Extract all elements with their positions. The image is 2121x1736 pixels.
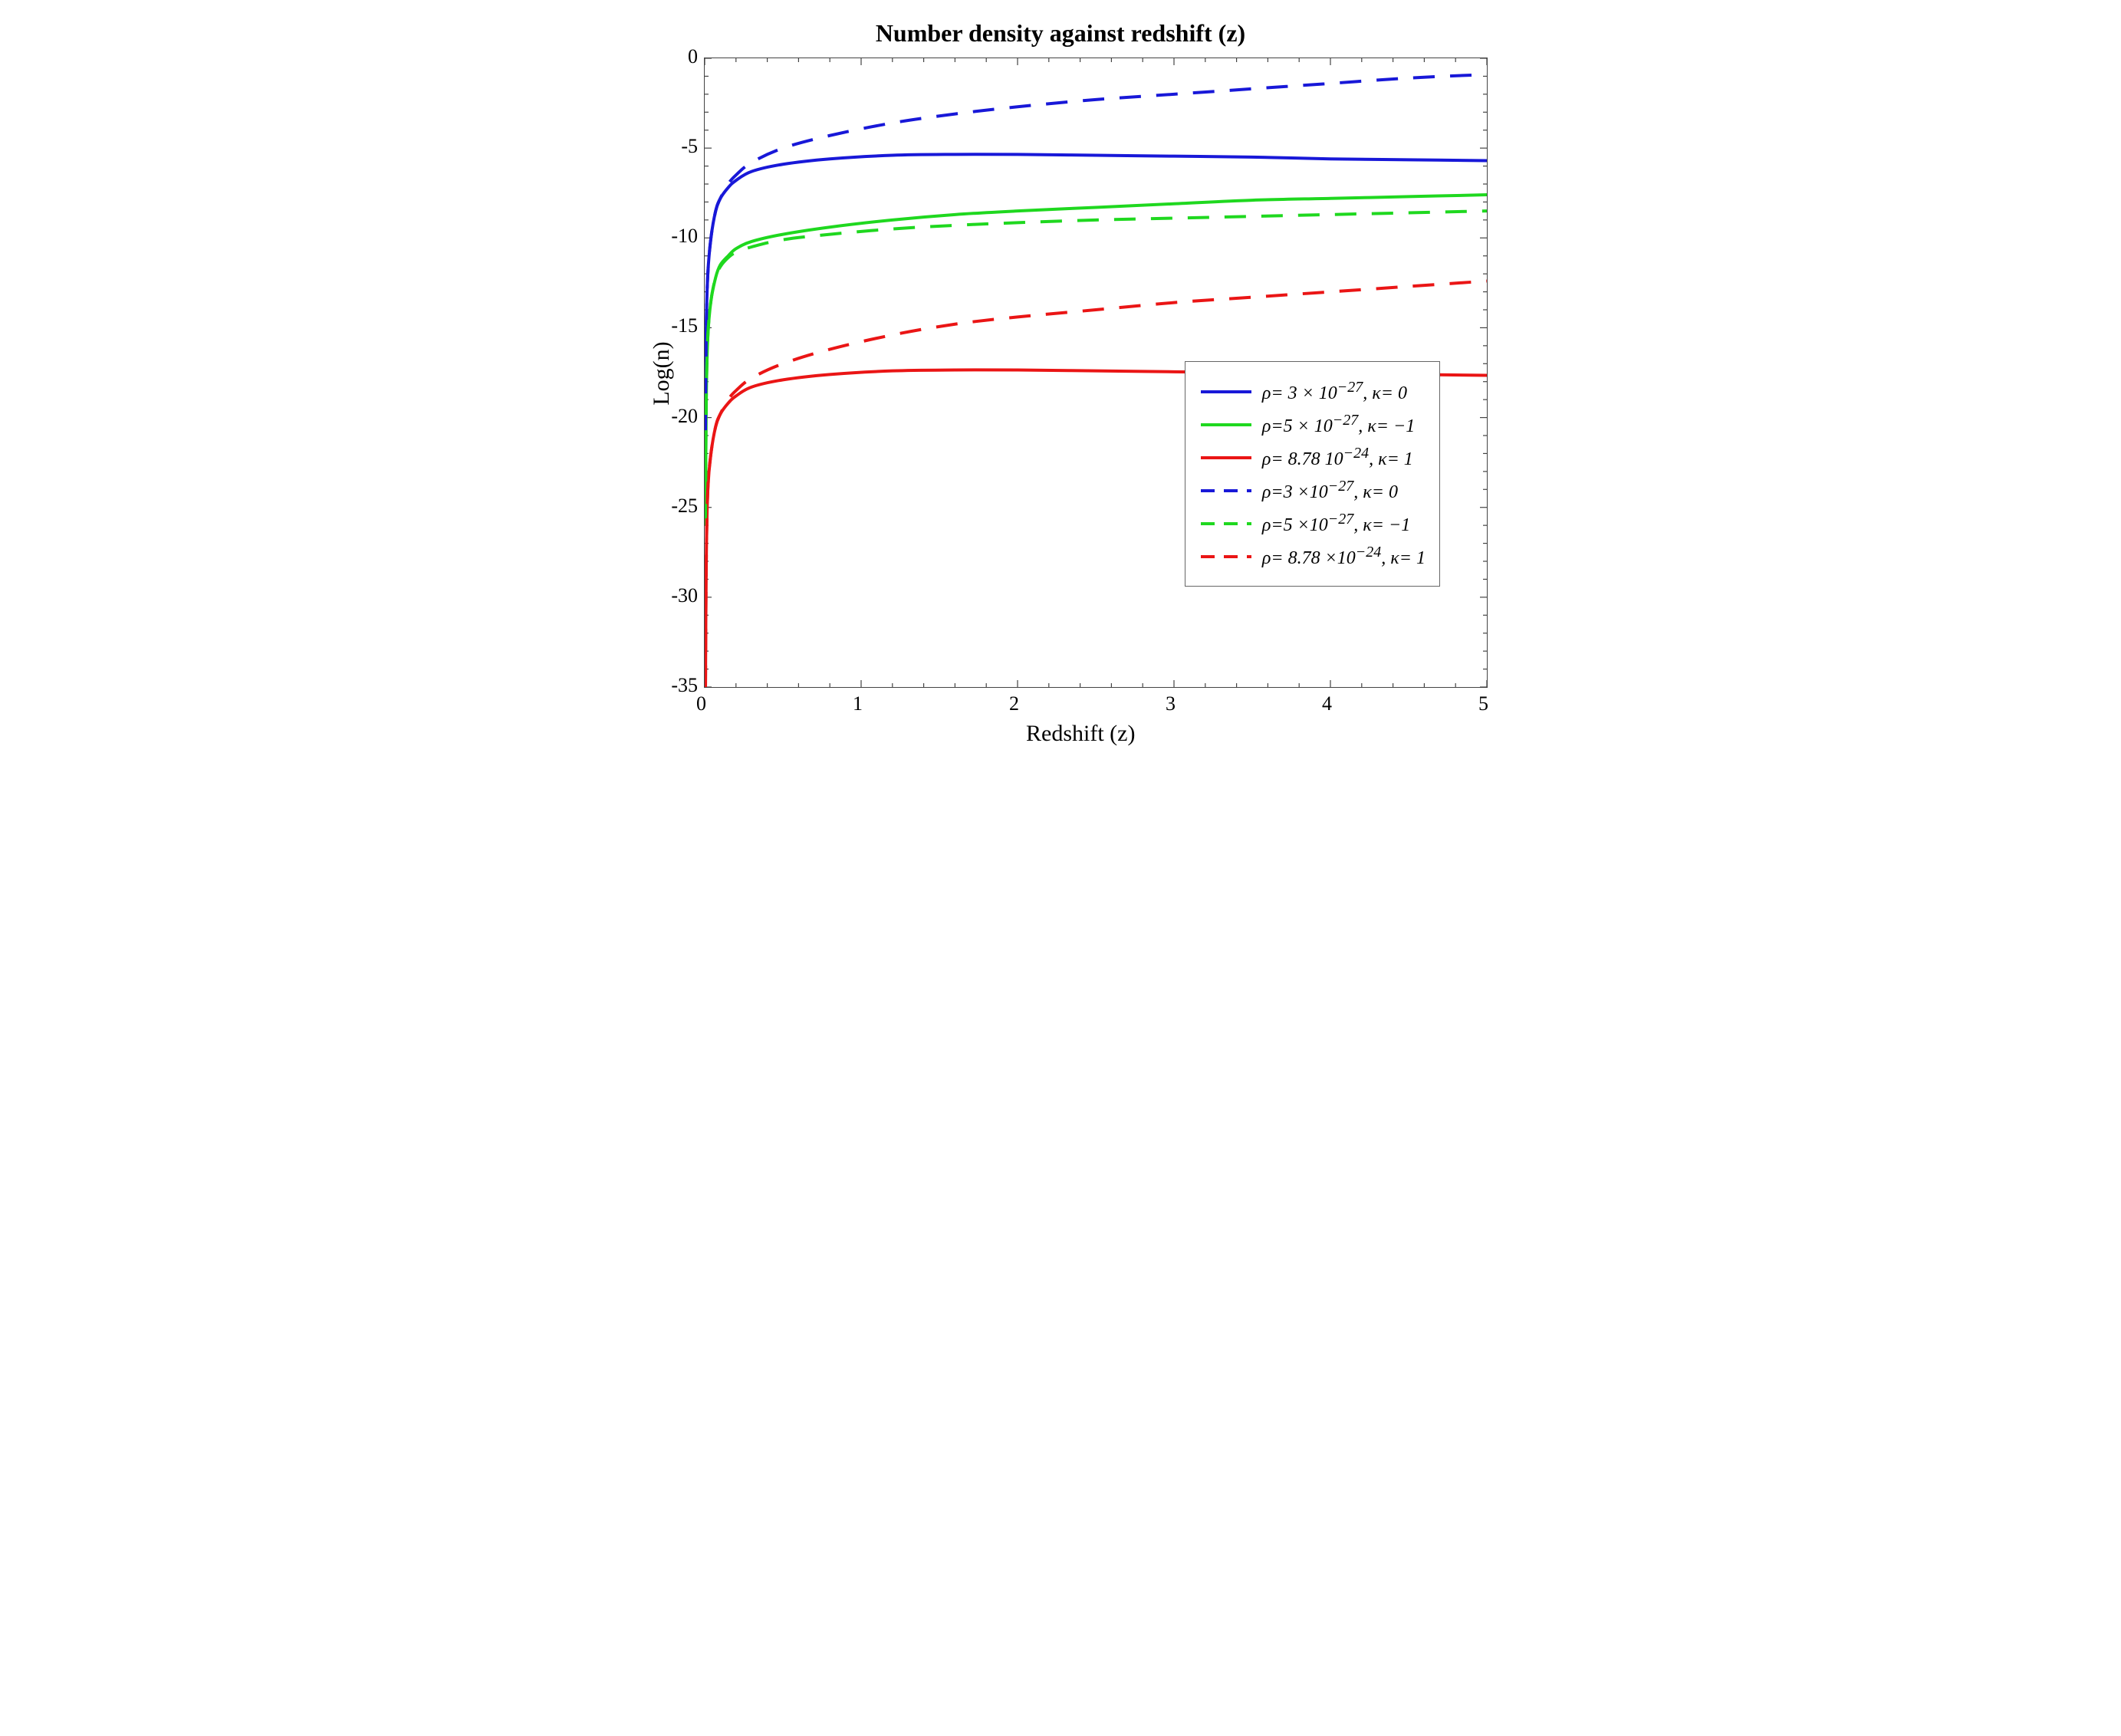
legend-swatch [1199,483,1253,498]
legend-label: ρ=3 ×10−27, κ= 0 [1262,478,1398,503]
legend-item-blue_solid: ρ= 3 × 10−27, κ= 0 [1199,379,1426,404]
x-tick-label: 2 [1009,692,1019,715]
x-axis-label: Redshift (z) [1026,721,1135,747]
legend-label: ρ=5 × 10−27, κ= −1 [1262,412,1415,437]
y-tick-label: -35 [652,674,698,697]
legend-item-red_solid: ρ= 8.78 10−24, κ= 1 [1199,445,1426,470]
legend-swatch [1199,417,1253,432]
y-tick-label: -10 [652,225,698,248]
legend-swatch [1199,450,1253,465]
legend-item-blue_dashed: ρ=3 ×10−27, κ= 0 [1199,478,1426,503]
legend-swatch [1199,516,1253,531]
y-tick-label: -25 [652,495,698,518]
legend-label: ρ= 8.78 10−24, κ= 1 [1262,445,1413,470]
y-tick-label: -5 [652,135,698,158]
x-tick-label: 3 [1166,692,1176,715]
y-tick-label: 0 [652,45,698,68]
chart-container: Number density against redshift (z) Log(… [600,15,1521,767]
y-tick-label: -15 [652,314,698,337]
legend-swatch [1199,549,1253,564]
chart-title: Number density against redshift (z) [600,19,1521,48]
x-tick-label: 5 [1478,692,1488,715]
legend-label: ρ=5 ×10−27, κ= −1 [1262,511,1410,536]
legend-item-green_solid: ρ=5 × 10−27, κ= −1 [1199,412,1426,437]
legend-item-red_dashed: ρ= 8.78 ×10−24, κ= 1 [1199,544,1426,569]
legend-label: ρ= 3 × 10−27, κ= 0 [1262,379,1407,404]
legend-item-green_dashed: ρ=5 ×10−27, κ= −1 [1199,511,1426,536]
legend-label: ρ= 8.78 ×10−24, κ= 1 [1262,544,1426,569]
legend: ρ= 3 × 10−27, κ= 0 ρ=5 × 10−27, κ= −1 ρ= 8… [1185,361,1440,587]
y-tick-label: -20 [652,405,698,428]
y-tick-label: -30 [652,584,698,607]
legend-swatch [1199,384,1253,399]
x-tick-label: 1 [853,692,863,715]
x-tick-label: 4 [1322,692,1332,715]
